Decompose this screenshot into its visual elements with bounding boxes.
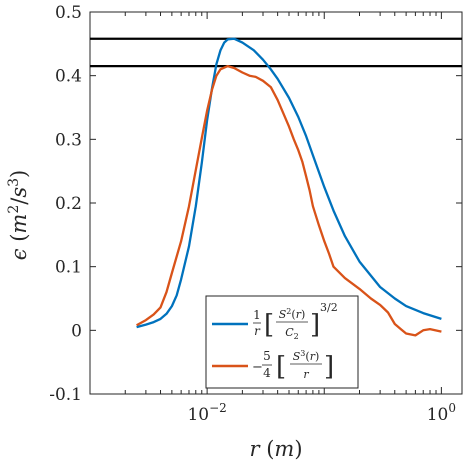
- svg-text:3/2: 3/2: [320, 301, 338, 314]
- svg-text:[: [: [264, 310, 274, 340]
- axis-ticks: -0.1 0 0.1 0.2 0.3 0.4 0.5 10−2 100: [49, 3, 462, 425]
- x-tick-label: 10−2: [187, 401, 226, 425]
- svg-text:r: r: [303, 368, 309, 381]
- series-line-2: [136, 64, 442, 337]
- svg-text:]: ]: [310, 310, 320, 340]
- x-tick-label: 100: [427, 401, 456, 425]
- svg-text:5: 5: [263, 349, 271, 363]
- y-tick-label: 0.1: [55, 258, 82, 278]
- svg-text:r: r: [254, 324, 261, 338]
- legend-label-series-2: − 5 4 [ S3(r) r ]: [252, 349, 334, 382]
- svg-text:4: 4: [263, 366, 271, 380]
- x-axis-title: r (m): [249, 437, 302, 461]
- legend-label-series-1: 1 r [ S2(r) C2 ] 3/2: [253, 301, 338, 341]
- svg-text:1: 1: [253, 308, 261, 322]
- svg-text:S3(r): S3(r): [293, 349, 320, 363]
- y-tick-label: 0.5: [55, 3, 82, 23]
- series-lines: [136, 37, 442, 337]
- reference-lines: [90, 37, 462, 68]
- y-tick-label: 0.3: [55, 130, 82, 150]
- svg-text:C2: C2: [285, 326, 299, 341]
- y-tick-label: 0.4: [55, 67, 82, 87]
- svg-text:−: −: [252, 360, 263, 375]
- y-tick-label: 0: [71, 321, 82, 341]
- y-tick-label: -0.1: [49, 385, 82, 405]
- legend-box: [205, 295, 359, 389]
- svg-text:]: ]: [324, 352, 334, 382]
- y-tick-label: 0.2: [55, 194, 82, 214]
- svg-text:S2(r): S2(r): [279, 307, 306, 321]
- y-axis-title: ϵ (m2/s3): [6, 170, 31, 260]
- legend: 1 r [ S2(r) C2 ] 3/2 − 5 4 [ S3(r) r ]: [205, 295, 359, 389]
- series-line-1: [136, 37, 442, 329]
- svg-text:[: [: [276, 352, 286, 382]
